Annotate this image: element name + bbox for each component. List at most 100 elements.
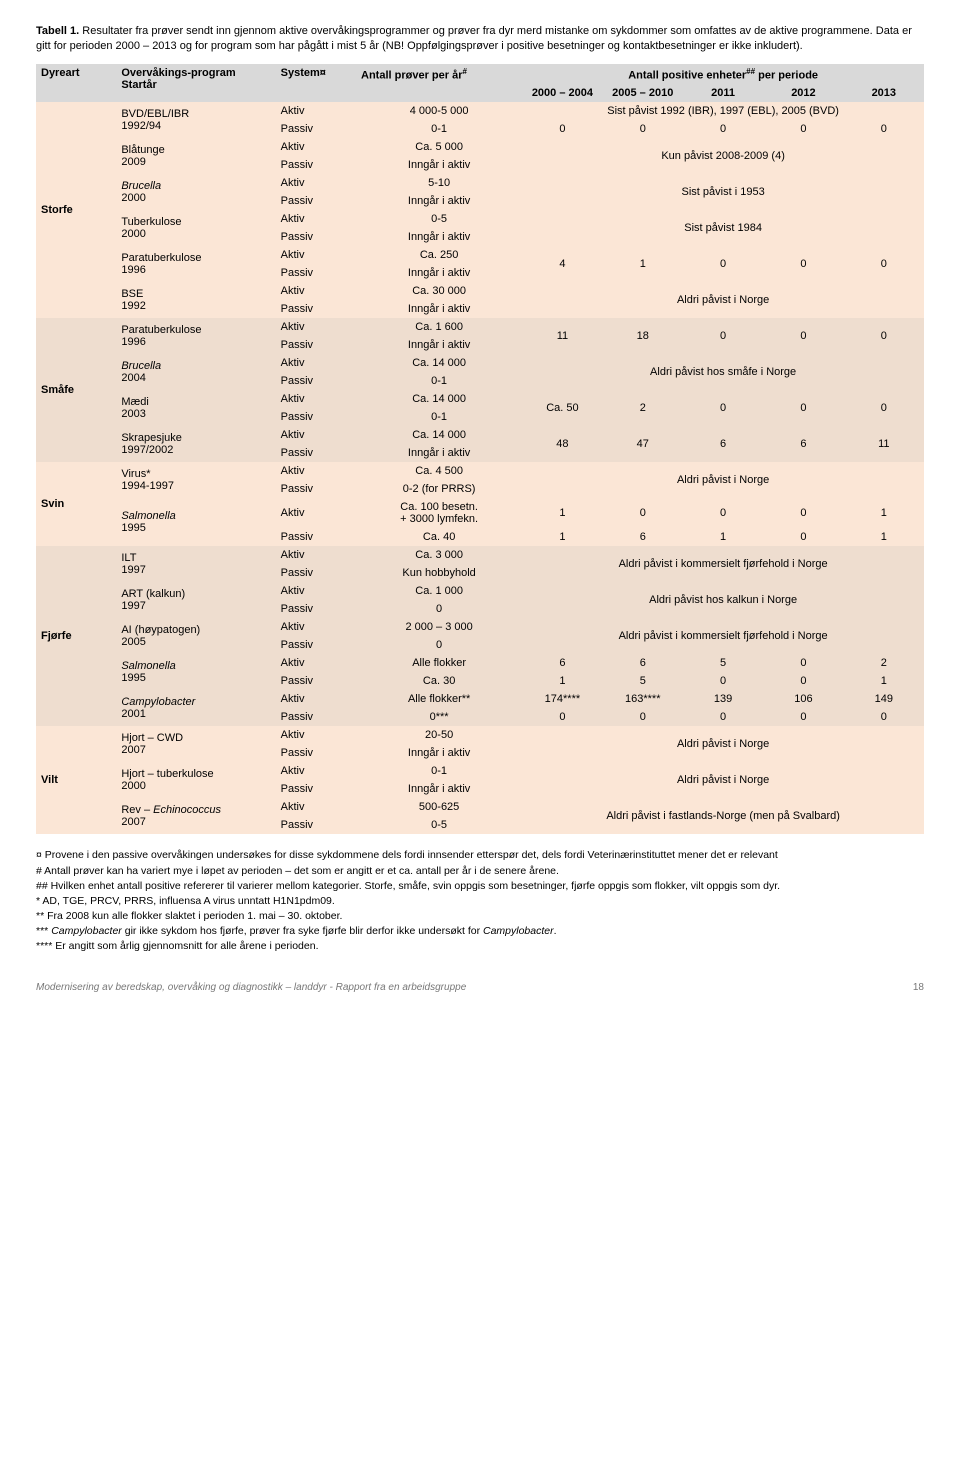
value-cell: 11 [844,426,924,462]
table-row: ViltHjort – CWD2007Aktiv20-50Aldri påvis… [36,726,924,744]
antall-cell: Ca. 14 000 [356,426,522,444]
value-cell: 0 [763,672,843,690]
system-cell: Aktiv [276,498,356,528]
table-row: Salmonella1995AktivCa. 100 besetn.+ 3000… [36,498,924,528]
value-cell: 0 [683,390,763,426]
antall-cell: Alle flokker** [356,690,522,708]
system-cell: Passiv [276,600,356,618]
program-cell: Virus*1994-1997 [116,462,275,498]
value-cell: 0 [763,318,843,354]
antall-cell: 20-50 [356,726,522,744]
footnotes: ¤ Provene i den passive overvåkingen und… [36,848,924,953]
value-cell: 11 [522,318,602,354]
program-cell: Skrapesjuke1997/2002 [116,426,275,462]
value-cell: 0 [763,390,843,426]
antall-cell: 0*** [356,708,522,726]
table-row: Hjort – tuberkulose2000Aktiv0-1Aldri påv… [36,762,924,780]
value-cell: 1 [844,528,924,546]
value-cell: 0 [844,120,924,138]
value-cell: 106 [763,690,843,708]
program-cell: Tuberkulose2000 [116,210,275,246]
system-cell: Passiv [276,120,356,138]
footnote-line: * AD, TGE, PRCV, PRRS, influensa A virus… [36,894,924,908]
value-cell: 0 [683,318,763,354]
system-cell: Aktiv [276,654,356,672]
col-dyreart: Dyreart [36,64,116,103]
value-cell: 0 [763,120,843,138]
footnote-line: ¤ Provene i den passive overvåkingen und… [36,848,924,862]
system-cell: Aktiv [276,390,356,408]
system-cell: Passiv [276,672,356,690]
program-cell: ART (kalkun)1997 [116,582,275,618]
antall-cell: Ca. 3 000 [356,546,522,564]
note-cell: Aldri påvist i fastlands-Norge (men på S… [522,798,924,834]
antall-cell: Ca. 5 000 [356,138,522,156]
system-cell: Passiv [276,156,356,174]
table-row: Paratuberkulose1996AktivCa. 25041000 [36,246,924,264]
system-cell: Passiv [276,192,356,210]
value-cell: 1 [603,246,683,282]
antall-cell: Ca. 14 000 [356,354,522,372]
system-cell: Passiv [276,780,356,798]
value-cell: 6 [603,654,683,672]
col-p3: 2011 [683,84,763,102]
antall-cell: 0-1 [356,372,522,390]
table-row: Mædi2003AktivCa. 14 000Ca. 502000 [36,390,924,408]
note-cell: Sist påvist 1984 [522,210,924,246]
antall-cell: Ca. 4 500 [356,462,522,480]
table-row: BSE1992AktivCa. 30 000Aldri påvist i Nor… [36,282,924,300]
value-cell: 0 [763,654,843,672]
value-cell: 0 [844,318,924,354]
note-cell: Aldri påvist hos småfe i Norge [522,354,924,390]
system-cell: Passiv [276,480,356,498]
system-cell: Passiv [276,228,356,246]
footnote-line: **** Er angitt som årlig gjennomsnitt fo… [36,939,924,953]
value-cell: 149 [844,690,924,708]
value-cell: 2 [844,654,924,672]
antall-cell: Inngår i aktiv [356,780,522,798]
footnote-line: ** Fra 2008 kun alle flokker slaktet i p… [36,909,924,923]
table-title: Tabell 1. [36,25,79,37]
system-cell: Aktiv [276,546,356,564]
program-cell: BSE1992 [116,282,275,318]
antall-cell: Inngår i aktiv [356,300,522,318]
system-cell: Aktiv [276,138,356,156]
value-cell: 0 [603,498,683,528]
value-cell: 18 [603,318,683,354]
antall-cell: Ca. 30 000 [356,282,522,300]
table-row: Rev – Echinococcus2007Aktiv500-625Aldri … [36,798,924,816]
value-cell: 0 [603,120,683,138]
table-group: FjørfeILT1997AktivCa. 3 000Aldri påvist … [36,546,924,726]
value-cell: 1 [522,498,602,528]
value-cell: 6 [763,426,843,462]
system-cell: Aktiv [276,102,356,120]
value-cell: Ca. 50 [522,390,602,426]
footnote-line: *** Campylobacter gir ikke sykdom hos fj… [36,924,924,938]
system-cell: Aktiv [276,762,356,780]
system-cell: Passiv [276,708,356,726]
antall-cell: Inngår i aktiv [356,444,522,462]
system-cell: Passiv [276,564,356,582]
system-cell: Passiv [276,444,356,462]
system-cell: Passiv [276,636,356,654]
value-cell: 0 [763,498,843,528]
value-cell: 2 [603,390,683,426]
col-p2: 2005 – 2010 [603,84,683,102]
value-cell: 139 [683,690,763,708]
value-cell: 0 [844,708,924,726]
system-cell: Passiv [276,300,356,318]
note-cell: Aldri påvist i Norge [522,282,924,318]
antall-cell: Ca. 14 000 [356,390,522,408]
antall-cell: Kun hobbyhold [356,564,522,582]
value-cell: 6 [683,426,763,462]
value-cell: 1 [683,528,763,546]
antall-cell: 0-1 [356,762,522,780]
system-cell: Passiv [276,408,356,426]
table-group: ViltHjort – CWD2007Aktiv20-50Aldri påvis… [36,726,924,834]
page-footer: Modernisering av beredskap, overvåking o… [36,982,924,993]
antall-cell: 0-1 [356,120,522,138]
value-cell: 163**** [603,690,683,708]
note-cell: Aldri påvist i Norge [522,462,924,498]
dyreart-cell: Vilt [36,726,116,834]
antall-cell: Inngår i aktiv [356,744,522,762]
